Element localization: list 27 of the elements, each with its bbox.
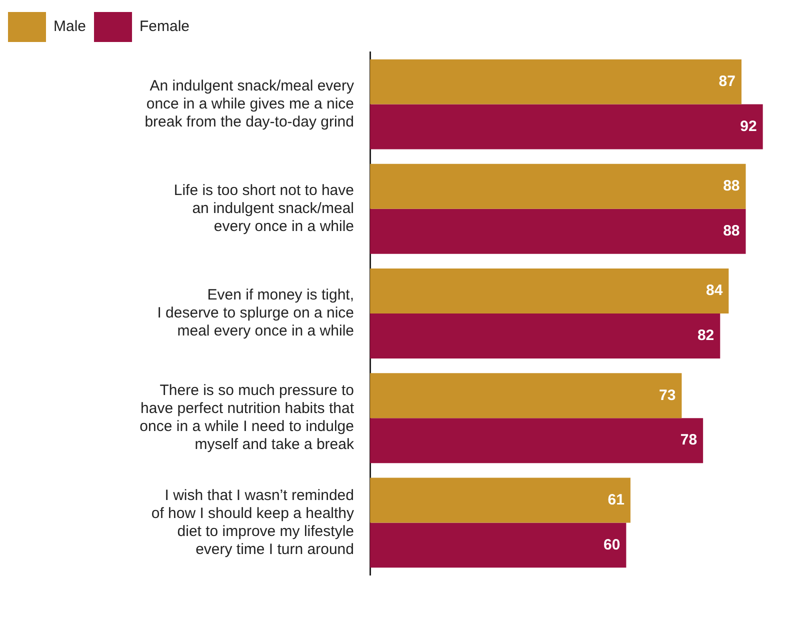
legend-label: Male — [54, 18, 86, 36]
data-label: 92 — [740, 118, 757, 135]
legend-label: Female — [140, 18, 190, 36]
bar — [370, 418, 704, 464]
bar — [370, 208, 746, 254]
data-label: 88 — [723, 178, 740, 195]
bar — [370, 522, 626, 568]
bar — [370, 268, 729, 314]
data-label: 84 — [706, 282, 724, 300]
bar — [370, 164, 746, 209]
bar — [370, 478, 630, 523]
data-label: 73 — [659, 386, 676, 404]
y-tick-label: I wish that I wasn’t reminded of how I should keep a healthy diet to improve my lifestyle every time I turn around — [151, 486, 354, 558]
data-label: 88 — [723, 222, 740, 240]
data-label: 60 — [604, 536, 620, 554]
y-tick-label: There is so much pressure to have perfect nutrition habits that once in a while I need to indulge myself and take a break — [140, 382, 355, 454]
data-label: 78 — [680, 432, 698, 449]
bar — [370, 373, 682, 418]
y-tick-label: Even if money is tight, I deserve to splurge on a nice meal every once in a while — [157, 286, 354, 340]
data-label: 87 — [718, 72, 736, 90]
bar — [370, 314, 720, 358]
data-label: 82 — [697, 327, 714, 344]
y-tick-label: An indulgent snack/meal every once in a while gives me a nice break from the day-to-day grind — [144, 77, 354, 130]
y-tick-label: Life is too short not to have an indulgent snack/meal every once in a while — [174, 182, 354, 236]
data-label: 61 — [608, 491, 624, 508]
bar — [370, 104, 763, 150]
bar — [370, 59, 742, 104]
